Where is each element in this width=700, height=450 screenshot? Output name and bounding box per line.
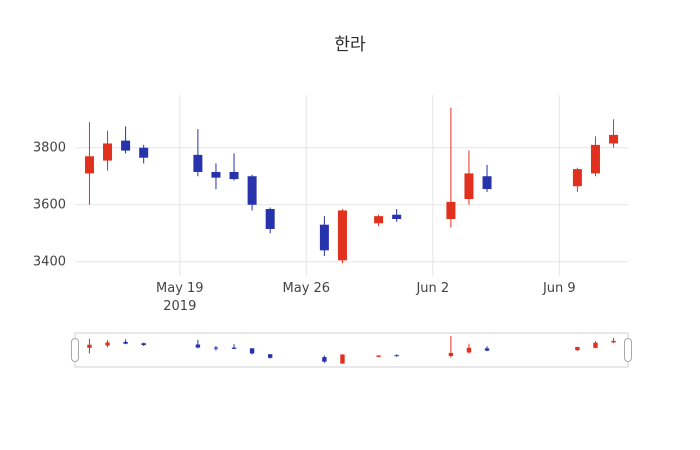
y-tick-label: 3400 [32, 254, 66, 270]
y-tick-label: 3600 [32, 197, 66, 213]
rangeslider-right-handle[interactable] [624, 338, 632, 362]
x-tick-label: Jun 2 [416, 281, 450, 296]
rangeslider[interactable] [75, 333, 628, 367]
x-tick-label: May 19 [156, 281, 204, 296]
chart-title: 한라 [334, 35, 366, 55]
y-tick-label: 3800 [32, 140, 66, 156]
x-tick-label: Jun 9 [542, 281, 576, 296]
rangeslider-left-handle[interactable] [71, 338, 79, 362]
x-tick-year-label: 2019 [163, 299, 197, 314]
x-tick-label: May 26 [282, 281, 331, 296]
